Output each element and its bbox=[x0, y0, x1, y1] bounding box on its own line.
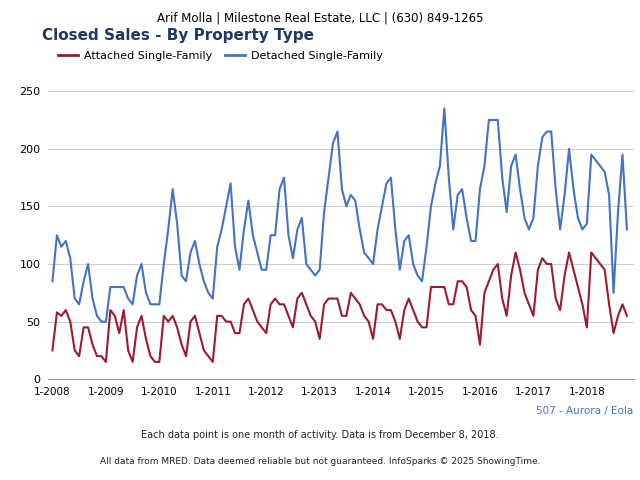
Legend: Attached Single-Family, Detached Single-Family: Attached Single-Family, Detached Single-… bbox=[54, 47, 387, 65]
Text: Each data point is one month of activity. Data is from December 8, 2018.: Each data point is one month of activity… bbox=[141, 430, 499, 440]
Text: Arif Molla | Milestone Real Estate, LLC | (630) 849-1265: Arif Molla | Milestone Real Estate, LLC … bbox=[157, 12, 483, 24]
Text: All data from MRED. Data deemed reliable but not guaranteed. InfoSparks © 2025 S: All data from MRED. Data deemed reliable… bbox=[100, 457, 540, 466]
Text: 507 - Aurora / Eola: 507 - Aurora / Eola bbox=[536, 406, 634, 416]
Text: Closed Sales - By Property Type: Closed Sales - By Property Type bbox=[42, 28, 314, 43]
